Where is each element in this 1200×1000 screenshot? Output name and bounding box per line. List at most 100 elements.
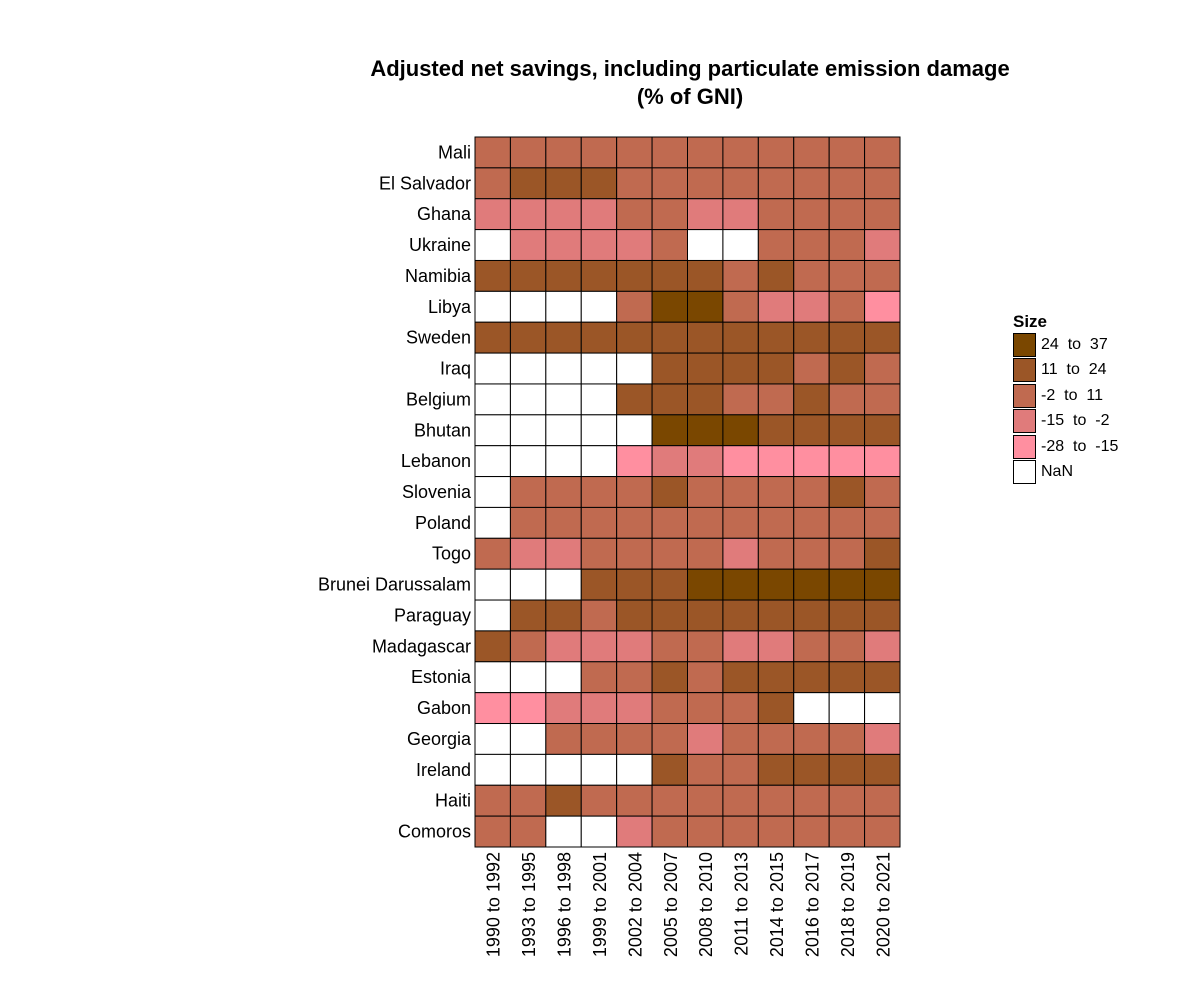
y-tick-label: Ghana — [417, 204, 472, 224]
heatmap-cell — [757, 692, 795, 725]
heatmap-cell — [651, 198, 688, 231]
y-tick-label: Ukraine — [409, 235, 471, 255]
heatmap-cell — [828, 599, 866, 632]
y-tick-label: Libya — [428, 297, 472, 317]
legend-swatch — [1013, 383, 1036, 408]
y-tick-label: Mali — [438, 142, 471, 162]
heatmap-cell — [722, 784, 759, 817]
legend-items: 24 to 37 11 to 24 -2 to 11 -15 to -2 -28 to … — [1013, 332, 1118, 485]
heatmap-cell — [580, 136, 618, 169]
heatmap-cell — [793, 198, 830, 231]
heatmap-cell — [864, 753, 901, 786]
heatmap-cell — [828, 784, 866, 817]
heatmap-cell — [509, 692, 547, 725]
heatmap-cell — [828, 568, 866, 601]
heatmap-cell — [545, 784, 582, 817]
heatmap-cell — [474, 815, 511, 848]
heatmap-cell — [828, 815, 866, 848]
heatmap-cell — [687, 383, 724, 416]
heatmap-cell — [757, 445, 795, 478]
heatmap-cell — [616, 815, 653, 848]
heatmap-cell — [474, 476, 511, 508]
heatmap-cell — [793, 568, 830, 601]
y-tick-label: Ireland — [416, 760, 471, 780]
heatmap-cell — [580, 661, 618, 694]
heatmap-cell — [757, 723, 795, 755]
heatmap-cell — [828, 692, 866, 725]
heatmap-cell — [616, 259, 653, 292]
legend: Size 24 to 37 11 to 24 -2 to 11 -15 to -2 -2… — [1013, 312, 1118, 485]
heatmap-cell — [509, 784, 547, 817]
heatmap-cell — [474, 321, 511, 354]
heatmap-cell — [864, 723, 901, 755]
heatmap-cell — [864, 661, 901, 694]
legend-item: -2 to 11 — [1013, 383, 1118, 409]
heatmap-cell — [545, 692, 582, 725]
heatmap-cell — [545, 445, 582, 478]
heatmap-cell — [474, 692, 511, 725]
heatmap-cell — [828, 506, 866, 539]
heatmap-cell — [651, 445, 688, 478]
heatmap-cell — [509, 290, 547, 323]
heatmap-cell — [722, 723, 759, 755]
heatmap-cell — [545, 723, 582, 755]
heatmap-cell — [474, 290, 511, 323]
heatmap-cell — [545, 476, 582, 508]
heatmap-cell — [545, 414, 582, 447]
chart-subtitle: (% of GNI) — [636, 84, 744, 109]
heatmap-cell — [580, 321, 618, 354]
heatmap-cell — [509, 506, 547, 539]
heatmap-cell — [722, 568, 759, 601]
heatmap-cell — [545, 229, 582, 261]
heatmap-cell — [580, 290, 618, 323]
heatmap-cell — [864, 599, 901, 632]
y-tick-label: Brunei Darussalam — [318, 575, 471, 595]
heatmap-cell — [793, 259, 830, 292]
heatmap-cell — [651, 661, 688, 694]
legend-swatch — [1013, 460, 1036, 485]
y-tick-label: Paraguay — [394, 605, 471, 625]
x-tick-label: 1999 to 2001 — [590, 852, 610, 957]
legend-item: NaN — [1013, 460, 1118, 486]
heatmap-cell — [545, 661, 582, 694]
heatmap-cell — [722, 661, 759, 694]
heatmap-cell — [687, 136, 724, 169]
heatmap-cell — [757, 661, 795, 694]
heatmap-cell — [687, 815, 724, 848]
heatmap-cell — [722, 321, 759, 354]
heatmap-cell — [509, 136, 547, 169]
heatmap-cell — [757, 506, 795, 539]
heatmap-cell — [757, 784, 795, 817]
heatmap-cell — [474, 167, 511, 200]
y-tick-label: Gabon — [417, 698, 471, 718]
heatmap-cell — [864, 476, 901, 508]
heatmap-cell — [864, 630, 901, 663]
heatmap-cell — [757, 599, 795, 632]
heatmap-cell — [580, 259, 618, 292]
heatmap-cell — [687, 568, 724, 601]
heatmap-cell — [757, 198, 795, 231]
heatmap-cell — [828, 136, 866, 169]
heatmap-cell — [474, 198, 511, 231]
heatmap-cell — [651, 506, 688, 539]
heatmap-cell — [474, 723, 511, 755]
heatmap-cell — [474, 229, 511, 261]
heatmap-cell — [864, 198, 901, 231]
legend-item: -28 to -15 — [1013, 434, 1118, 460]
x-tick-label: 2005 to 2007 — [661, 852, 681, 957]
heatmap-cell — [864, 815, 901, 848]
heatmap-cell — [580, 723, 618, 755]
heatmap-cell — [545, 599, 582, 632]
heatmap-cell — [509, 167, 547, 200]
heatmap-cell — [580, 167, 618, 200]
heatmap-cell — [616, 290, 653, 323]
heatmap-cell — [580, 815, 618, 848]
heatmap-cell — [687, 506, 724, 539]
heatmap-cell — [545, 290, 582, 323]
heatmap-cell — [509, 599, 547, 632]
heatmap-cell — [722, 506, 759, 539]
heatmap-cell — [616, 630, 653, 663]
heatmap-cell — [651, 815, 688, 848]
heatmap-cell — [687, 229, 724, 261]
